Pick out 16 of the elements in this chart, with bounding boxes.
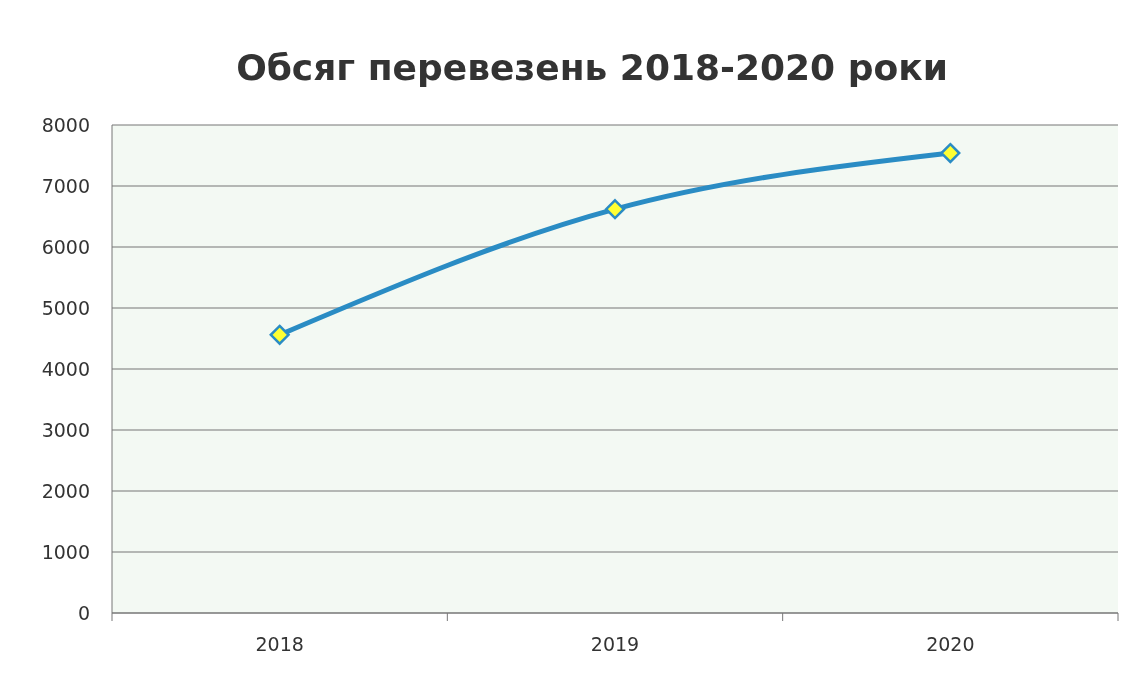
point	[269, 324, 290, 345]
y-tick-label: 3000	[41, 418, 90, 441]
x-tick-label: 2020	[926, 633, 975, 655]
chart-title: Обсяг перевезень 2018-2020 роки	[236, 47, 948, 88]
y-tick-label: 5000	[41, 296, 90, 319]
x-tick-label: 2018	[255, 633, 304, 655]
y-tick-label: 7000	[41, 174, 90, 197]
y-tick-label: 2000	[41, 479, 90, 502]
y-tick-label: 0	[77, 601, 90, 624]
y-tick-label: 8000	[41, 113, 90, 136]
x-tick-label: 2019	[590, 633, 640, 655]
y-tick-label: 4000	[41, 357, 90, 380]
y-tick-label: 6000	[41, 235, 90, 258]
y-tick-label: 1000	[41, 540, 90, 563]
point	[604, 199, 626, 220]
point	[940, 142, 961, 164]
